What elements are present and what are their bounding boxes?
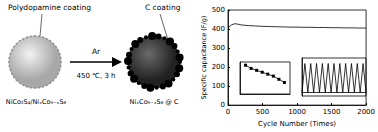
svg-text:450 ℃, 3 h: 450 ℃, 3 h xyxy=(76,72,115,80)
svg-text:1000: 1000 xyxy=(288,108,306,116)
svg-text:Specific capacitance (F/g): Specific capacitance (F/g) xyxy=(200,16,208,100)
svg-text:NiₓCo₉₋ₓS₈ @ C: NiₓCo₉₋ₓS₈ @ C xyxy=(130,98,179,106)
svg-text:Ar: Ar xyxy=(92,47,101,56)
svg-text:Cycle Number (Times): Cycle Number (Times) xyxy=(258,120,336,128)
svg-text:2000: 2000 xyxy=(357,108,375,116)
svg-text:500: 500 xyxy=(212,6,225,14)
svg-text:300: 300 xyxy=(212,44,225,52)
svg-text:400: 400 xyxy=(212,25,225,33)
svg-text:C coating: C coating xyxy=(145,3,181,12)
svg-text:200: 200 xyxy=(212,63,225,71)
svg-text:500: 500 xyxy=(256,108,269,116)
svg-text:Polydopamine coating: Polydopamine coating xyxy=(8,3,91,12)
svg-text:NiCo₂S₄/NiₓCo₉₋ₓS₈: NiCo₂S₄/NiₓCo₉₋ₓS₈ xyxy=(6,98,67,106)
svg-text:0: 0 xyxy=(226,108,230,116)
svg-text:0: 0 xyxy=(221,101,225,109)
svg-text:100: 100 xyxy=(212,82,225,90)
svg-text:1500: 1500 xyxy=(323,108,341,116)
